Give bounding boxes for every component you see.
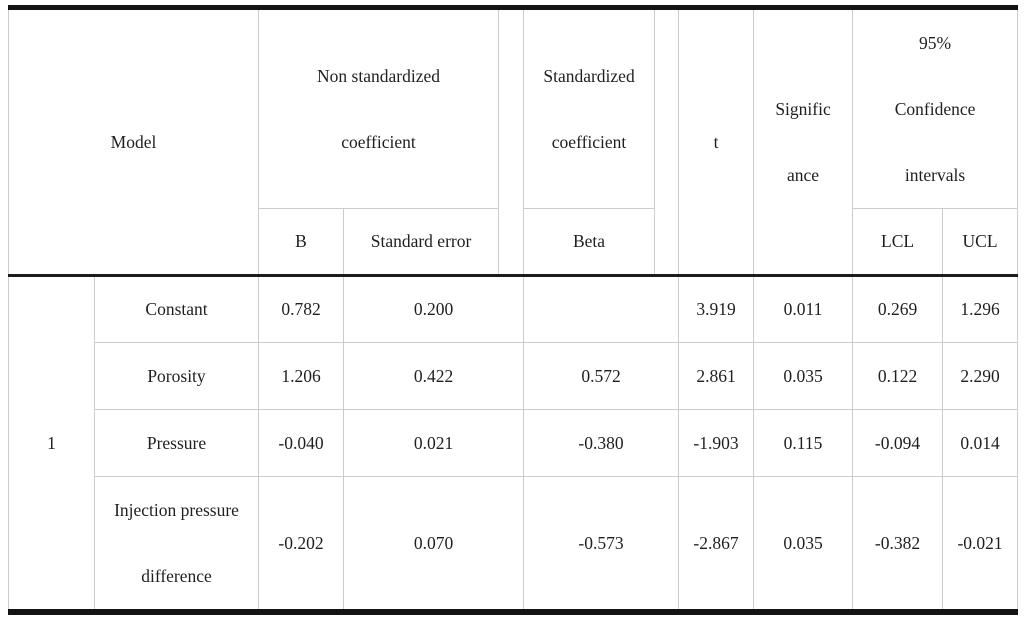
cell-ucl: 1.296 <box>942 274 1019 343</box>
cell-b: 1.206 <box>258 342 345 410</box>
cell-model-number: 1 <box>8 274 95 613</box>
cell-ucl: 2.290 <box>942 342 1019 410</box>
table-row-porosity: Porosity 1.206 0.422 0.572 2.861 0.035 0… <box>9 342 1019 410</box>
cell-t: -1.903 <box>678 409 755 477</box>
cell-t: 3.919 <box>678 274 755 343</box>
cell-std-error: 0.422 <box>343 342 525 410</box>
cell-beta: 0.572 <box>523 342 680 410</box>
cell-std-error: 0.070 <box>343 476 525 613</box>
cell-lcl: 0.269 <box>852 274 944 343</box>
cell-sig: 0.035 <box>753 342 854 410</box>
cell-t: 2.861 <box>678 342 755 410</box>
header-row-subcolumns: B Standard error Beta LCL UCL <box>9 208 1019 276</box>
header-beta: Beta <box>523 208 656 276</box>
table-header: Model Non standardized coefficient Stand… <box>7 7 1019 276</box>
header-b: B <box>258 208 345 276</box>
cell-b: 0.782 <box>258 274 345 343</box>
cell-lcl: -0.094 <box>852 409 944 477</box>
cell-sig: 0.011 <box>753 274 854 343</box>
header-ucl: UCL <box>942 208 1019 276</box>
cell-b: -0.040 <box>258 409 345 477</box>
header-confidence-intervals: 95% Confidence intervals <box>852 7 1019 209</box>
header-non-standardized-coefficient: Non standardized coefficient <box>258 7 500 209</box>
cell-b: -0.202 <box>258 476 345 613</box>
table-row-pressure: Pressure -0.040 0.021 -0.380 -1.903 0.11… <box>9 409 1019 477</box>
cell-beta: -0.573 <box>523 476 680 613</box>
cell-beta <box>523 274 680 343</box>
cell-std-error: 0.021 <box>343 409 525 477</box>
regression-coefficients-table: Model Non standardized coefficient Stand… <box>7 5 1019 615</box>
cell-label: Injection pressure difference <box>93 476 260 613</box>
cell-beta: -0.380 <box>523 409 680 477</box>
cell-label: Constant <box>93 274 260 343</box>
header-standard-error: Standard error <box>343 208 500 276</box>
header-t: t <box>678 7 755 276</box>
cell-label: Pressure <box>93 409 260 477</box>
table-row-injection-pressure-difference: Injection pressure difference -0.202 0.0… <box>9 476 1019 613</box>
header-model: Model <box>7 7 260 276</box>
table-container: Model Non standardized coefficient Stand… <box>7 5 1019 615</box>
cell-std-error: 0.200 <box>343 274 525 343</box>
table-body: 1 Constant 0.782 0.200 3.919 0.011 0.269… <box>8 274 1019 613</box>
header-lcl: LCL <box>852 208 944 276</box>
cell-lcl: -0.382 <box>852 476 944 613</box>
header-row-groups: Model Non standardized coefficient Stand… <box>7 7 1019 276</box>
cell-sig: 0.115 <box>753 409 854 477</box>
cell-t: -2.867 <box>678 476 755 613</box>
cell-ucl: -0.021 <box>942 476 1019 613</box>
header-standardized-coefficient: Standardized coefficient <box>523 7 656 209</box>
cell-label: Porosity <box>93 342 260 410</box>
table-row-constant: 1 Constant 0.782 0.200 3.919 0.011 0.269… <box>8 274 1019 613</box>
header-spacer-1 <box>498 7 525 276</box>
header-spacer-2 <box>654 7 680 276</box>
cell-sig: 0.035 <box>753 476 854 613</box>
header-significance: Signific ance <box>753 7 854 276</box>
cell-ucl: 0.014 <box>942 409 1019 477</box>
cell-lcl: 0.122 <box>852 342 944 410</box>
